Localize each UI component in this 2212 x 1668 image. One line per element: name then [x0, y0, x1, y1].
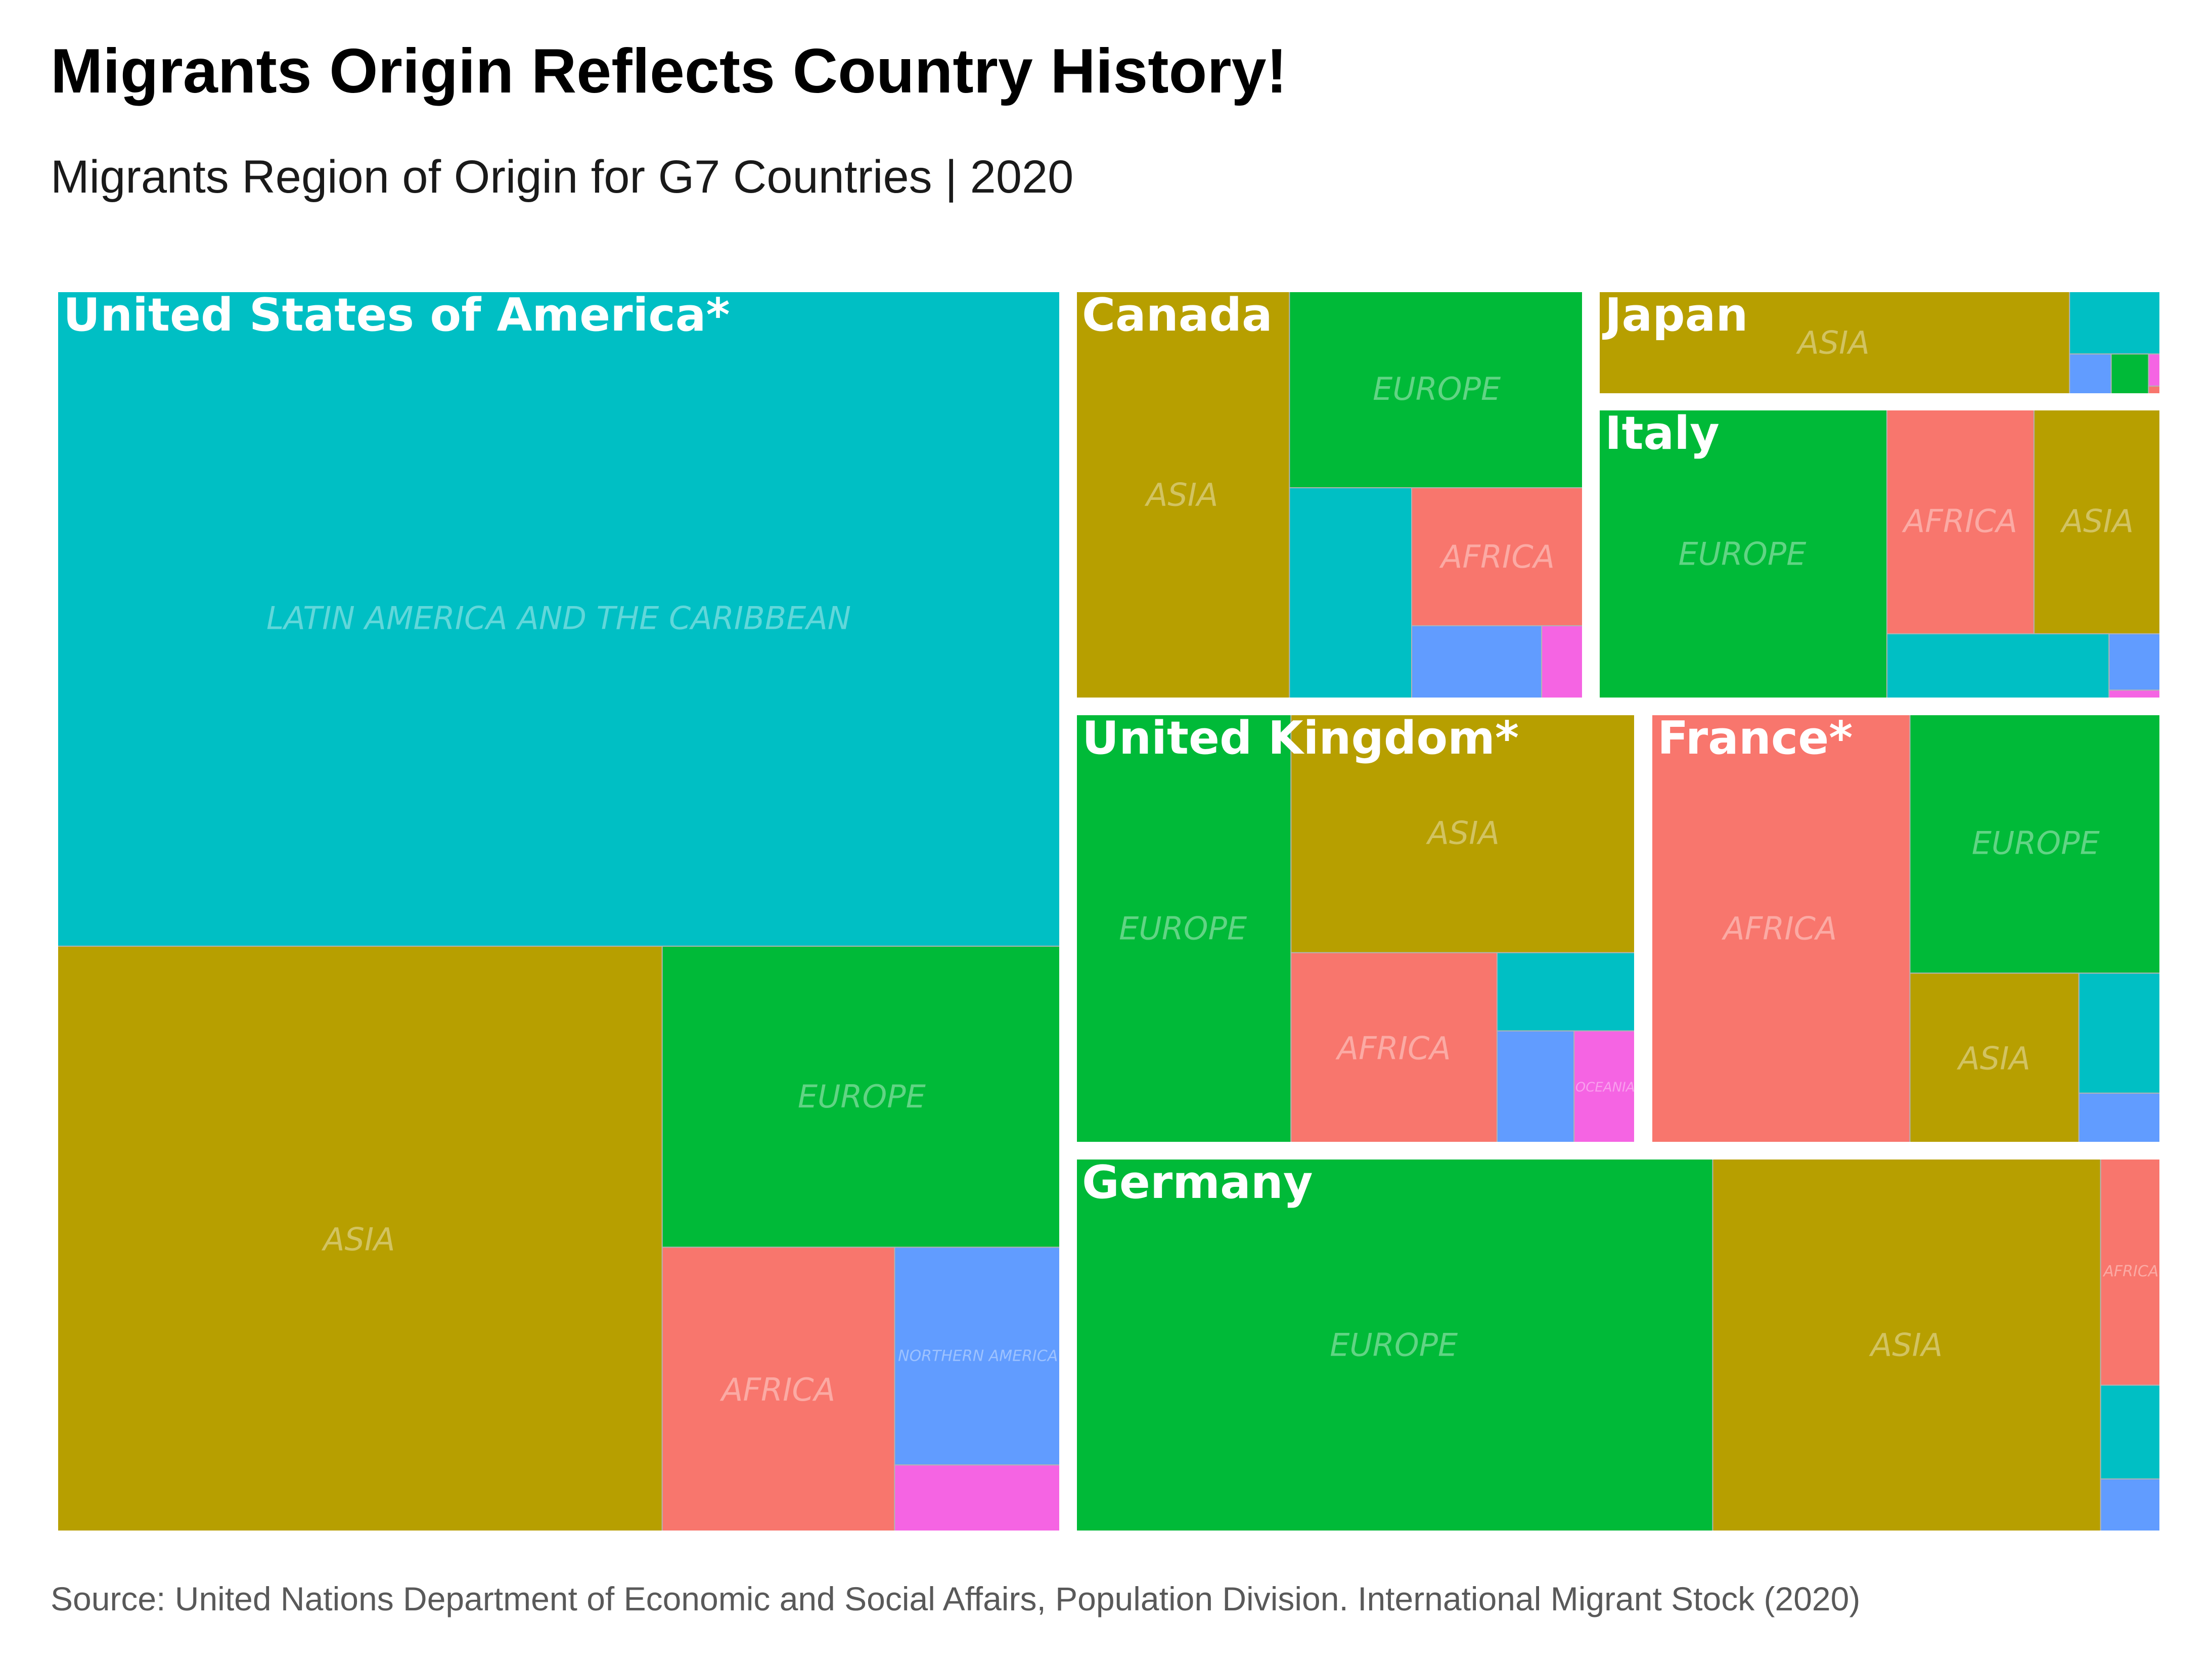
tile-united-kingdom-africa [1290, 952, 1498, 1145]
tile-italy-asia [2033, 408, 2162, 634]
tile-united-states-of-america-europe [661, 945, 1062, 1248]
tile-united-states-of-america-oceania [894, 1464, 1062, 1533]
region-label-italy-asia: ASIA [2060, 502, 2134, 539]
country-label-united-states-of-america: United States of America* [63, 289, 730, 342]
tile-canada-oceania [1541, 625, 1585, 700]
tile-canada-latin-america-and-the-caribbean [1289, 487, 1412, 700]
region-label-japan-asia: ASIA [1795, 325, 1869, 361]
tile-japan-europe [2110, 353, 2149, 396]
tile-united-kingdom-asia [1290, 713, 1637, 953]
tile-italy-latin-america-and-the-caribbean [1886, 633, 2110, 701]
region-label-united-kingdom-oceania: OCEANIA [1575, 1080, 1635, 1095]
treemap-tiles [54, 288, 2163, 1535]
tile-japan-northern-america [2069, 353, 2112, 396]
tile-united-kingdom-europe [1074, 713, 1292, 1144]
tile-canada-northern-america [1411, 625, 1543, 700]
country-label-france: France* [1657, 712, 1853, 765]
region-label-united-kingdom-africa: AFRICA [1335, 1030, 1451, 1067]
region-label-canada-africa: AFRICA [1439, 538, 1555, 575]
tile-japan-oceania [2148, 353, 2162, 387]
region-label-united-kingdom-asia: ASIA [1425, 814, 1499, 851]
tile-germany-asia [1712, 1157, 2101, 1533]
chart-title: Migrants Origin Reflects Country History… [51, 36, 1287, 106]
country-border-united-states-of-america [54, 288, 1063, 1535]
tile-france-asia [1909, 972, 2080, 1144]
tile-italy-europe [1597, 408, 1887, 700]
tile-united-states-of-america-asia [56, 945, 663, 1533]
country-border-united-kingdom [1073, 711, 1638, 1146]
tile-italy-northern-america [2108, 633, 2162, 691]
tile-united-states-of-america-northern-america [894, 1246, 1062, 1466]
region-label-france-europe: EUROPE [1972, 825, 2100, 862]
country-border-japan [1596, 288, 2163, 397]
region-label-united-states-of-america-northern-america: NORTHERN AMERICA [898, 1347, 1058, 1365]
chart-subtitle: Migrants Region of Origin for G7 Countri… [51, 151, 1074, 203]
chart-caption: Source: United Nations Department of Eco… [51, 1580, 1861, 1617]
region-label-canada-asia: ASIA [1144, 477, 1218, 514]
country-border-germany [1073, 1155, 2163, 1535]
region-label-germany-europe: EUROPE [1330, 1327, 1458, 1364]
region-label-france-africa: AFRICA [1721, 910, 1837, 947]
tile-united-kingdom-oceania [1573, 1030, 1637, 1144]
country-label-japan: Japan [1602, 289, 1748, 342]
tile-united-states-of-america-latin-america-and-the-caribbean [56, 290, 1062, 947]
region-label-canada-europe: EUROPE [1373, 370, 1501, 407]
region-label-united-states-of-america-europe: EUROPE [798, 1078, 926, 1115]
tile-france-northern-america [2078, 1092, 2162, 1145]
region-label-united-states-of-america-africa: AFRICA [719, 1371, 835, 1408]
region-labels: LATIN AMERICA AND THE CARIBBEAN ASIA EUROP… [266, 325, 2158, 1409]
tile-germany-northern-america [2100, 1478, 2162, 1533]
tile-germany-europe [1074, 1157, 1713, 1533]
country-labels: United States of America* Canada Japan Ital… [63, 289, 1853, 1209]
tile-japan-latin-america-and-the-caribbean [2069, 290, 2162, 355]
region-label-italy-africa: AFRICA [1902, 502, 2017, 539]
country-border-france [1648, 711, 2163, 1146]
tile-france-europe [1909, 713, 2162, 974]
tile-canada-europe [1289, 290, 1585, 488]
tile-canada-africa [1411, 487, 1585, 626]
region-label-united-states-of-america-asia: ASIA [321, 1221, 395, 1258]
region-label-germany-africa: AFRICA [2102, 1263, 2158, 1280]
country-label-italy: Italy [1605, 407, 1720, 460]
tile-france-latin-america-and-the-caribbean [2078, 972, 2162, 1094]
country-label-united-kingdom: United Kingdom* [1082, 712, 1519, 765]
tile-united-states-of-america-africa [661, 1246, 895, 1533]
country-label-germany: Germany [1082, 1156, 1313, 1209]
country-label-canada: Canada [1082, 289, 1273, 342]
tile-canada-asia [1074, 290, 1290, 700]
tile-france-africa [1650, 713, 1911, 1144]
region-label-france-asia: ASIA [1956, 1040, 2030, 1077]
country-border-canada [1073, 288, 1586, 702]
region-label-italy-europe: EUROPE [1678, 536, 1807, 573]
country-border-italy [1596, 406, 2163, 702]
tile-united-kingdom-latin-america-and-the-caribbean [1496, 952, 1637, 1032]
tile-germany-africa [2100, 1157, 2162, 1386]
tile-united-kingdom-northern-america [1496, 1030, 1575, 1144]
region-label-united-states-of-america-latin-america-and-the-caribbean: LATIN AMERICA AND THE CARIBBEAN [266, 599, 851, 636]
tile-germany-latin-america-and-the-caribbean [2100, 1384, 2162, 1479]
region-label-united-kingdom-europe: EUROPE [1119, 910, 1247, 947]
region-label-germany-asia: ASIA [1869, 1327, 1943, 1364]
